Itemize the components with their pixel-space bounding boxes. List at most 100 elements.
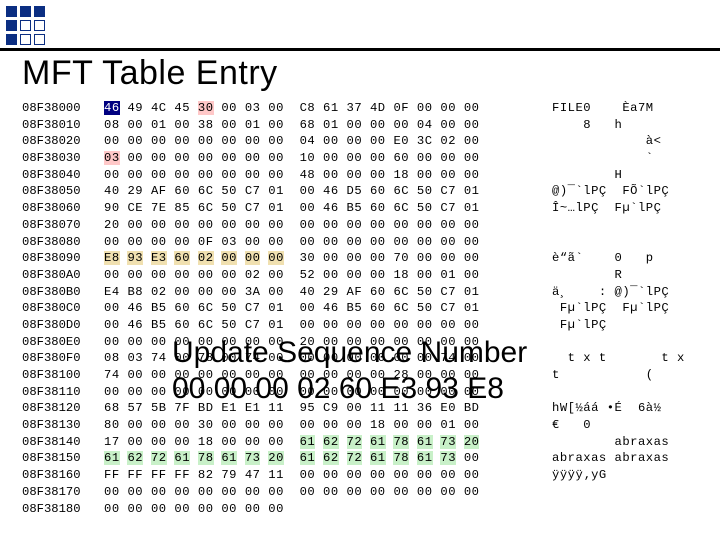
- hex-ascii: à<: [552, 133, 698, 150]
- hex-ascii: `: [552, 150, 698, 167]
- hex-bytes: 00 00 00 00 00 00 00 00: [104, 501, 552, 518]
- hex-row: 08F3806090 CE 7E 85 6C 50 C7 01 00 46 B5…: [22, 200, 698, 217]
- hex-row: 08F380A000 00 00 00 00 00 02 00 52 00 00…: [22, 267, 698, 284]
- hex-address: 08F38040: [22, 167, 104, 184]
- hex-bytes: 00 00 00 00 00 00 00 00 00 00 00 00 00 0…: [104, 484, 552, 501]
- hex-ascii: ä¸ : @)¯`lPÇ: [552, 284, 698, 301]
- hex-address: 08F38150: [22, 450, 104, 467]
- deco-square: [20, 6, 31, 17]
- deco-square: [20, 34, 31, 45]
- hex-ascii: H: [552, 167, 698, 184]
- hex-bytes: 08 00 01 00 38 00 01 00 68 01 00 00 00 0…: [104, 117, 552, 134]
- hex-row: 08F3813080 00 00 00 30 00 00 00 00 00 00…: [22, 417, 698, 434]
- hex-ascii: R: [552, 267, 698, 284]
- hex-ascii: hW[½áá •É 6à½: [552, 400, 698, 417]
- hex-row: 08F3801008 00 01 00 38 00 01 00 68 01 00…: [22, 117, 698, 134]
- deco-square: [6, 20, 17, 31]
- hex-dump: 08F3800046 49 4C 45 30 00 03 00 C8 61 37…: [22, 100, 698, 517]
- hex-address: 08F38180: [22, 501, 104, 518]
- hex-bytes: FF FF FF FF 82 79 47 11 00 00 00 00 00 0…: [104, 467, 552, 484]
- hex-ascii: € 0: [552, 417, 698, 434]
- hex-bytes: 40 29 AF 60 6C 50 C7 01 00 46 D5 60 6C 5…: [104, 183, 552, 200]
- deco-square: [20, 20, 31, 31]
- hex-ascii: t x t t x: [552, 350, 698, 367]
- hex-address: 08F38140: [22, 434, 104, 451]
- hex-address: 08F380D0: [22, 317, 104, 334]
- hex-ascii: è“ã` 0 p: [552, 250, 698, 267]
- hex-row: 08F3807020 00 00 00 00 00 00 00 00 00 00…: [22, 217, 698, 234]
- deco-square: [6, 34, 17, 45]
- hex-row: 08F3800046 49 4C 45 30 00 03 00 C8 61 37…: [22, 100, 698, 117]
- hex-bytes: 00 00 00 00 00 00 00 00 48 00 00 00 18 0…: [104, 167, 552, 184]
- hex-address: 08F380F0: [22, 350, 104, 367]
- hex-ascii: [552, 484, 698, 501]
- hex-address: 08F38120: [22, 400, 104, 417]
- hex-address: 08F38170: [22, 484, 104, 501]
- hex-bytes: 00 46 B5 60 6C 50 C7 01 00 46 B5 60 6C 5…: [104, 300, 552, 317]
- hex-row: 08F380D000 46 B5 60 6C 50 C7 01 00 00 00…: [22, 317, 698, 334]
- overlay-label: Update Sequence Number: [172, 336, 527, 370]
- hex-ascii: [552, 334, 698, 351]
- hex-row: 08F3814017 00 00 00 18 00 00 00 61 62 72…: [22, 434, 698, 451]
- hex-bytes: 00 00 00 00 00 00 00 00 04 00 00 00 E0 3…: [104, 133, 552, 150]
- hex-bytes: 90 CE 7E 85 6C 50 C7 01 00 46 B5 60 6C 5…: [104, 200, 552, 217]
- hex-address: 08F38160: [22, 467, 104, 484]
- hex-row: 08F3805040 29 AF 60 6C 50 C7 01 00 46 D5…: [22, 183, 698, 200]
- corner-squares: [6, 6, 45, 45]
- hex-address: 08F38070: [22, 217, 104, 234]
- hex-bytes: 17 00 00 00 18 00 00 00 61 62 72 61 78 6…: [104, 434, 552, 451]
- deco-square: [34, 34, 45, 45]
- hex-bytes: 00 00 00 00 00 00 02 00 52 00 00 00 18 0…: [104, 267, 552, 284]
- hex-address: 08F38020: [22, 133, 104, 150]
- hex-address: 08F38080: [22, 234, 104, 251]
- hex-row: 08F3808000 00 00 00 0F 03 00 00 00 00 00…: [22, 234, 698, 251]
- hex-address: 08F380A0: [22, 267, 104, 284]
- hex-bytes: 20 00 00 00 00 00 00 00 00 00 00 00 00 0…: [104, 217, 552, 234]
- hex-address: 08F38000: [22, 100, 104, 117]
- hex-row: 08F3804000 00 00 00 00 00 00 00 48 00 00…: [22, 167, 698, 184]
- hex-row: 08F380C000 46 B5 60 6C 50 C7 01 00 46 B5…: [22, 300, 698, 317]
- hex-address: 08F38010: [22, 117, 104, 134]
- hex-ascii: Fµ`lPÇ: [552, 317, 698, 334]
- hex-ascii: t (: [552, 367, 698, 384]
- hex-ascii: Fµ`lPÇ Fµ`lPÇ: [552, 300, 698, 317]
- deco-square: [6, 6, 17, 17]
- deco-square: [34, 6, 45, 17]
- hex-address: 08F380C0: [22, 300, 104, 317]
- hex-address: 08F380E0: [22, 334, 104, 351]
- hex-row: 08F38090E8 93 E3 60 02 00 00 00 30 00 00…: [22, 250, 698, 267]
- hex-address: 08F38130: [22, 417, 104, 434]
- hex-ascii: Î~…lPÇ Fµ`lPÇ: [552, 200, 698, 217]
- page-title: MFT Table Entry: [22, 54, 278, 93]
- overlay-value: 00 00 00 02 60 E3 93 E8: [172, 372, 504, 406]
- hex-address: 08F38030: [22, 150, 104, 167]
- hex-ascii: [552, 384, 698, 401]
- hex-row: 08F380B0E4 B8 02 00 00 00 3A 00 40 29 AF…: [22, 284, 698, 301]
- hex-ascii: abraxas: [552, 434, 698, 451]
- hex-row: 08F38160FF FF FF FF 82 79 47 11 00 00 00…: [22, 467, 698, 484]
- hex-address: 08F38060: [22, 200, 104, 217]
- hex-ascii: [552, 217, 698, 234]
- divider: [0, 48, 720, 51]
- hex-address: 08F38110: [22, 384, 104, 401]
- hex-row: 08F3815061 62 72 61 78 61 73 20 61 62 72…: [22, 450, 698, 467]
- hex-row: 08F3817000 00 00 00 00 00 00 00 00 00 00…: [22, 484, 698, 501]
- hex-address: 08F38100: [22, 367, 104, 384]
- hex-row: 08F3802000 00 00 00 00 00 00 00 04 00 00…: [22, 133, 698, 150]
- hex-bytes: 80 00 00 00 30 00 00 00 00 00 00 18 00 0…: [104, 417, 552, 434]
- hex-bytes: 00 00 00 00 0F 03 00 00 00 00 00 00 00 0…: [104, 234, 552, 251]
- hex-ascii: ÿÿÿÿ‚yG: [552, 467, 698, 484]
- hex-bytes: 46 49 4C 45 30 00 03 00 C8 61 37 4D 0F 0…: [104, 100, 552, 117]
- hex-ascii: abraxas abraxas: [552, 450, 698, 467]
- hex-bytes: E8 93 E3 60 02 00 00 00 30 00 00 00 70 0…: [104, 250, 552, 267]
- hex-bytes: E4 B8 02 00 00 00 3A 00 40 29 AF 60 6C 5…: [104, 284, 552, 301]
- hex-address: 08F38050: [22, 183, 104, 200]
- hex-ascii: @)¯`lPÇ FÕ`lPÇ: [552, 183, 698, 200]
- hex-bytes: 61 62 72 61 78 61 73 20 61 62 72 61 78 6…: [104, 450, 552, 467]
- hex-address: 08F380B0: [22, 284, 104, 301]
- hex-row: 08F3803003 00 00 00 00 00 00 00 10 00 00…: [22, 150, 698, 167]
- hex-ascii: 8 h: [552, 117, 698, 134]
- hex-address: 08F38090: [22, 250, 104, 267]
- deco-square: [34, 20, 45, 31]
- hex-bytes: 03 00 00 00 00 00 00 00 10 00 00 00 60 0…: [104, 150, 552, 167]
